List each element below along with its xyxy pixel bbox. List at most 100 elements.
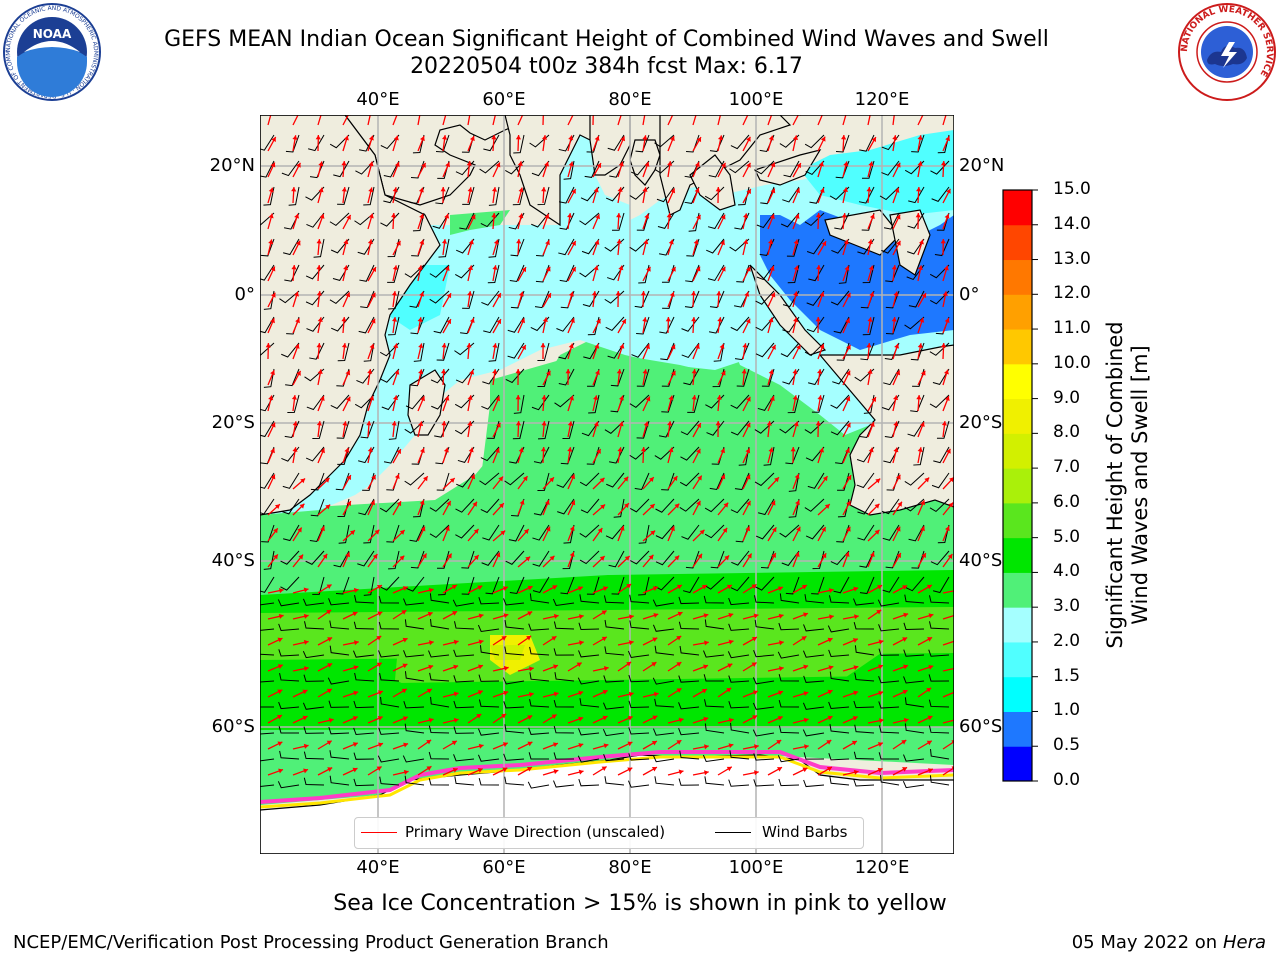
- wave-direction-arrowhead: [527, 715, 533, 720]
- wind-barb: [928, 725, 950, 734]
- wave-direction-arrowhead: [819, 447, 824, 453]
- wave-direction-arrowhead: [867, 239, 873, 245]
- wave-direction-arrowhead: [844, 552, 850, 557]
- wind-barb: [830, 394, 850, 409]
- wind-barb: [277, 599, 300, 607]
- wind-barb: [410, 316, 425, 335]
- wind-barb: [854, 724, 875, 734]
- wind-barb: [678, 702, 700, 710]
- wave-direction-arrowhead: [648, 477, 654, 483]
- wave-direction-arrowhead: [391, 317, 398, 322]
- wave-direction-arrowhead: [920, 526, 925, 532]
- wave-direction-arrow: [617, 115, 622, 126]
- colorbar-tick-label: 0.0: [1053, 770, 1081, 790]
- wind-barb: [657, 212, 675, 229]
- wind-barb: [337, 342, 350, 362]
- wind-barb: [754, 472, 775, 487]
- wave-direction-arrowhead: [726, 687, 732, 693]
- wave-direction-arrowhead: [618, 265, 624, 271]
- wave-direction-arrowhead: [594, 239, 600, 245]
- sea-ice-caption: Sea Ice Concentration > 15% is shown in …: [333, 891, 947, 916]
- wind-barb: [609, 446, 625, 464]
- wave-direction-arrowhead: [492, 265, 498, 270]
- wave-direction-arrowhead: [291, 265, 297, 270]
- wind-barb: [753, 753, 775, 761]
- wave-direction-arrowhead: [276, 715, 282, 720]
- wind-barb: [782, 186, 800, 203]
- colorbar-tick-label: 13.0: [1053, 248, 1091, 269]
- wind-barb: [628, 753, 650, 761]
- wave-direction-arrowhead: [652, 637, 658, 643]
- wind-barb: [683, 368, 700, 386]
- wind-barb: [752, 677, 775, 685]
- wave-direction-arrowhead: [515, 395, 521, 400]
- wind-barb: [529, 593, 550, 604]
- wind-barb: [532, 550, 550, 567]
- wave-direction-arrowhead: [652, 586, 658, 592]
- wave-direction-arrowhead: [841, 135, 847, 140]
- wave-direction-arrowhead: [418, 369, 424, 375]
- wind-barb: [608, 550, 625, 568]
- wind-barb: [578, 778, 600, 787]
- wave-direction-arrowhead: [841, 213, 847, 218]
- wave-direction-arrowhead: [868, 161, 874, 167]
- wave-direction-arrowhead: [453, 691, 459, 697]
- wind-barb: [353, 752, 375, 760]
- wave-direction-arrowhead: [803, 744, 809, 750]
- wind-barb: [478, 597, 500, 605]
- wave-direction-arrowhead: [546, 293, 552, 299]
- wind-barb: [528, 623, 550, 631]
- wind-barb: [879, 186, 900, 201]
- wave-direction-arrowhead: [747, 553, 752, 559]
- wind-barb: [928, 621, 950, 630]
- wind-barb: [629, 594, 650, 604]
- wind-barb: [579, 212, 600, 226]
- wind-barb: [788, 472, 800, 492]
- wind-barb: [787, 264, 800, 284]
- wind-barb: [509, 264, 525, 283]
- wind-barb: [383, 186, 400, 204]
- wave-direction-arrowhead: [779, 640, 784, 646]
- wind-barb: [604, 619, 625, 630]
- wind-barb: [335, 472, 350, 491]
- wind-barb: [661, 394, 675, 413]
- wave-direction-arrowhead: [522, 476, 528, 482]
- wind-barb: [358, 446, 375, 464]
- wave-direction-arrowhead: [629, 614, 634, 620]
- wind-barb: [285, 134, 300, 153]
- lon-tick-label-top: 60°E: [482, 89, 526, 110]
- wave-direction-arrowhead: [670, 188, 676, 194]
- wave-direction-arrowhead: [927, 715, 933, 721]
- wind-barb: [386, 524, 400, 543]
- wind-barb: [260, 680, 275, 683]
- wave-direction-arrowhead: [648, 554, 654, 560]
- wind-barb: [482, 368, 500, 385]
- wind-barb: [329, 775, 350, 786]
- wave-direction-arrowhead: [696, 500, 701, 506]
- wave-direction-arrowhead: [893, 421, 899, 427]
- wave-direction-arrowhead: [569, 526, 575, 532]
- wind-barb: [413, 498, 425, 518]
- wind-barb: [613, 498, 625, 518]
- wave-direction-arrowhead: [376, 636, 382, 641]
- wave-direction-arrowhead: [519, 499, 525, 505]
- colorbar-segment: [1003, 398, 1032, 434]
- wind-barb: [754, 160, 775, 175]
- wave-direction-arrowhead: [720, 448, 726, 454]
- wind-barb: [280, 550, 300, 565]
- wind-barb: [329, 290, 350, 305]
- wind-barb: [603, 595, 625, 604]
- wind-barb: [827, 625, 850, 633]
- wind-barb: [904, 498, 925, 512]
- lat-tick-label-right: 20°S: [959, 412, 1003, 433]
- wave-direction-arrowhead: [670, 526, 675, 532]
- wind-barb: [277, 781, 300, 789]
- colorbar-segment: [1003, 711, 1032, 747]
- wave-direction-arrowhead: [292, 447, 298, 452]
- wind-barb: [430, 696, 450, 708]
- colorbar-segment: [1003, 190, 1032, 226]
- wave-direction-arrowhead: [345, 552, 350, 558]
- wave-direction-arrowhead: [446, 293, 452, 299]
- wind-barb: [429, 524, 450, 539]
- wind-barb: [528, 752, 550, 760]
